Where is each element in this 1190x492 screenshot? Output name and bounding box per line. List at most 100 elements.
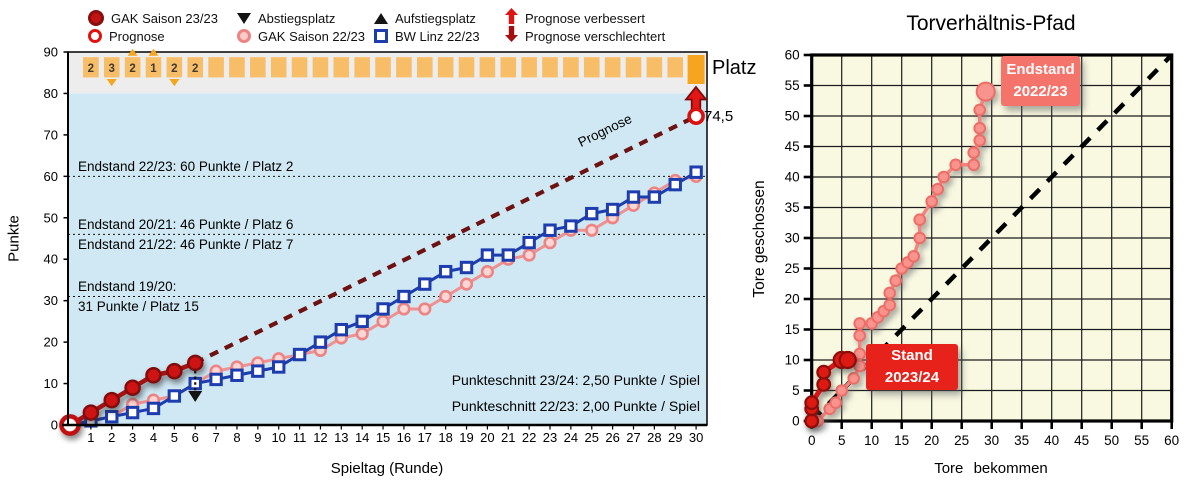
black-triangle-up-icon <box>374 12 388 24</box>
endstand-2223-badge: Endstand 2022/23 <box>1001 56 1080 106</box>
refline-label-endstand-1920-b: 31 Punkte / Platz 15 <box>78 299 199 314</box>
bwlinz-point <box>585 206 599 221</box>
platz-square <box>83 57 99 78</box>
svg-text:15: 15 <box>376 430 390 445</box>
bwlinz-point <box>605 202 620 217</box>
left-x-axis-title: Spieltag (Runde) <box>330 460 444 477</box>
svg-text:2: 2 <box>129 63 135 75</box>
legend-item-prognose-verbessert: Prognose verbessert <box>505 7 645 26</box>
gak-2324-point <box>103 391 120 409</box>
bwlinz-point <box>146 401 161 416</box>
dark-red-arrow-down-icon <box>505 25 518 47</box>
legend-label: Prognose <box>109 28 165 44</box>
endstand-badge-line1: Endstand <box>1006 61 1075 79</box>
bwlinz-point <box>334 322 349 337</box>
refline-label-endstand-2223: Endstand 22/23: 60 Punkte / Platz 2 <box>78 159 294 174</box>
svg-text:0: 0 <box>808 433 816 448</box>
gak-2223-point <box>480 265 495 279</box>
platz-square <box>667 57 684 78</box>
svg-text:20: 20 <box>44 335 58 350</box>
svg-text:60: 60 <box>1164 433 1179 448</box>
gak-2223-point <box>585 223 599 237</box>
svg-text:15: 15 <box>894 433 909 448</box>
svg-text:80: 80 <box>44 86 58 101</box>
bwlinz-point <box>501 248 515 262</box>
platz-square <box>500 57 517 78</box>
blue-square-icon <box>374 29 388 43</box>
round6-markers <box>188 370 203 402</box>
platz-square <box>416 57 433 78</box>
black-triangle-down-icon <box>237 12 251 24</box>
gak-2223-point <box>376 314 390 328</box>
svg-text:12: 12 <box>313 430 327 445</box>
svg-text:30: 30 <box>785 231 800 246</box>
svg-text:5: 5 <box>838 433 846 448</box>
platz-square <box>375 57 391 78</box>
svg-text:35: 35 <box>1014 433 1029 448</box>
prognose-end-value: 74,5 <box>704 108 734 125</box>
svg-text:2: 2 <box>171 63 177 75</box>
legend-item-abstiegsplatz: Abstiegsplatz <box>237 10 335 26</box>
platz-up-arrow-icon <box>127 48 138 56</box>
goal-path-2223-point <box>949 158 963 172</box>
legend-item-bwlinz: BW Linz 22/23 <box>374 28 480 44</box>
note-punkteschnitt-2324: Punkteschnitt 23/24: 2,50 Punkte / Spiel <box>451 372 700 388</box>
goal-path-2223-point <box>853 329 867 342</box>
svg-text:2: 2 <box>192 63 198 75</box>
svg-text:40: 40 <box>785 170 800 185</box>
legend-label: Aufstiegsplatz <box>395 10 476 26</box>
legend-label: GAK Saison 22/23 <box>258 28 365 44</box>
note-punkteschnitt-2223: Punkteschnitt 22/23: 2,00 Punkte / Spiel <box>451 398 700 414</box>
svg-text:17: 17 <box>418 430 432 445</box>
svg-text:22: 22 <box>522 430 536 445</box>
dark-red-circle-icon <box>88 10 104 26</box>
bwlinz-point <box>647 190 662 204</box>
platz-square <box>208 57 224 78</box>
legend-label: BW Linz 22/23 <box>395 28 480 44</box>
stand-badge-line2: 2023/24 <box>884 369 940 386</box>
goal-path-2223-point <box>829 396 843 410</box>
goal-path-2223-point <box>913 213 927 226</box>
svg-text:60: 60 <box>785 48 800 63</box>
platz-square <box>103 57 120 78</box>
gak-2324-point <box>124 379 141 396</box>
right-x-axis-title: Tore bekommen <box>934 460 1048 477</box>
goal-path-2223-point <box>913 231 927 245</box>
svg-text:20: 20 <box>785 292 800 307</box>
platz-square <box>229 57 245 78</box>
svg-text:3: 3 <box>129 430 136 445</box>
platz-down-arrow-icon <box>106 79 117 87</box>
svg-text:8: 8 <box>233 430 240 445</box>
legend-item-aufstiegsplatz: Aufstiegsplatz <box>374 10 476 26</box>
goal-path-2223-point <box>925 195 939 208</box>
platz-square <box>291 57 308 78</box>
svg-text:30: 30 <box>44 293 58 308</box>
svg-text:7: 7 <box>212 430 219 445</box>
bwlinz-point <box>230 368 244 382</box>
svg-text:10: 10 <box>44 376 58 391</box>
bwlinz-point <box>438 264 453 279</box>
platz-square <box>124 57 141 78</box>
gak-2324-point <box>186 354 204 372</box>
left-reference-lines <box>68 175 707 298</box>
legend-item-gak-2223: GAK Saison 22/23 <box>237 28 365 44</box>
bwlinz-point <box>105 410 119 424</box>
stand-badge-line1: Stand <box>891 347 933 365</box>
goal-path-2223-point <box>853 317 867 330</box>
svg-text:1: 1 <box>150 63 157 75</box>
svg-text:28: 28 <box>647 430 661 445</box>
platz-square <box>542 57 558 78</box>
legend-item-prognose: Prognose <box>88 28 165 44</box>
svg-text:18: 18 <box>438 430 452 445</box>
svg-text:70: 70 <box>44 127 58 142</box>
gak-2223-point <box>439 289 453 304</box>
platz-square <box>625 57 642 78</box>
refline-label-endstand-2122: Endstand 21/22: 46 Punkte / Platz 7 <box>78 237 294 252</box>
gak-2324-point <box>82 404 100 421</box>
prognose-end <box>684 85 708 126</box>
svg-text:60: 60 <box>44 169 58 184</box>
platz-square <box>396 57 412 78</box>
bwlinz-point <box>209 372 223 387</box>
bwlinz-point <box>543 223 557 237</box>
